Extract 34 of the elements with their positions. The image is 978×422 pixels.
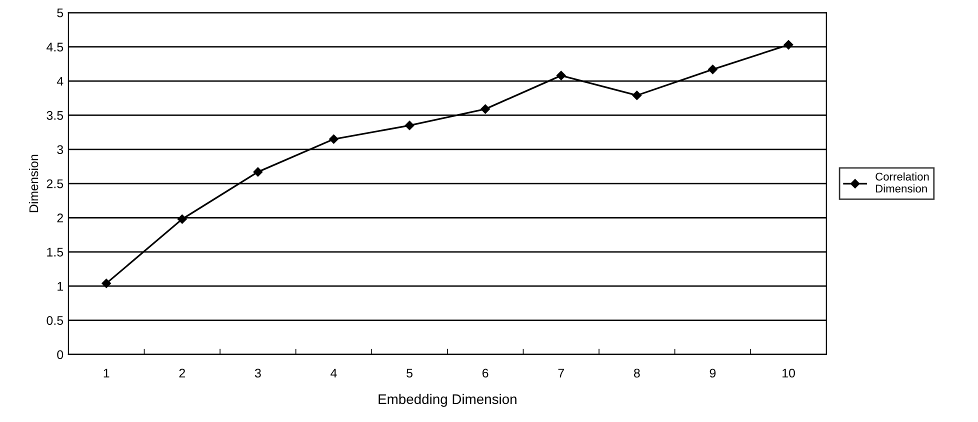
y-axis-title: Dimension — [29, 154, 38, 212]
y-tick-label: 4 — [56, 76, 64, 86]
y-tick-label: 0 — [57, 350, 64, 360]
y-tick-label: 3.5 — [46, 111, 64, 120]
y-tick-label: 4.5 — [46, 42, 64, 52]
x-tick-label: 10 — [782, 368, 795, 378]
point — [480, 104, 490, 114]
point — [708, 64, 718, 74]
legend-label: Correlation Dimension — [876, 172, 929, 193]
x-tick-label: 8 — [634, 368, 640, 378]
x-axis-title: Embedding Dimension — [378, 394, 516, 407]
x-tick-label: 5 — [406, 368, 412, 378]
point — [178, 214, 187, 224]
x-tick-label: 7 — [558, 368, 564, 378]
x-tick-label: 4 — [330, 368, 337, 378]
point — [404, 120, 414, 130]
point — [253, 167, 263, 177]
point — [632, 90, 642, 100]
x-tick-label: 6 — [482, 368, 488, 378]
point — [102, 278, 111, 288]
point — [329, 134, 338, 144]
x-tick-label: 2 — [179, 368, 185, 378]
y-tick-label: 2 — [57, 214, 63, 222]
y-tick-label: 1.5 — [47, 248, 64, 257]
x-tick-label: 3 — [254, 368, 261, 378]
y-tick-label: 1 — [58, 282, 63, 291]
y-tick-label: 3 — [57, 145, 64, 154]
point — [784, 40, 794, 50]
y-tick-label: 0.5 — [46, 316, 64, 325]
point — [556, 70, 566, 80]
y-tick-label: 2.5 — [46, 179, 64, 188]
x-tick-label: 1 — [104, 368, 110, 378]
x-tick-label: 9 — [710, 368, 716, 378]
y-tick-label: 5 — [57, 8, 64, 18]
